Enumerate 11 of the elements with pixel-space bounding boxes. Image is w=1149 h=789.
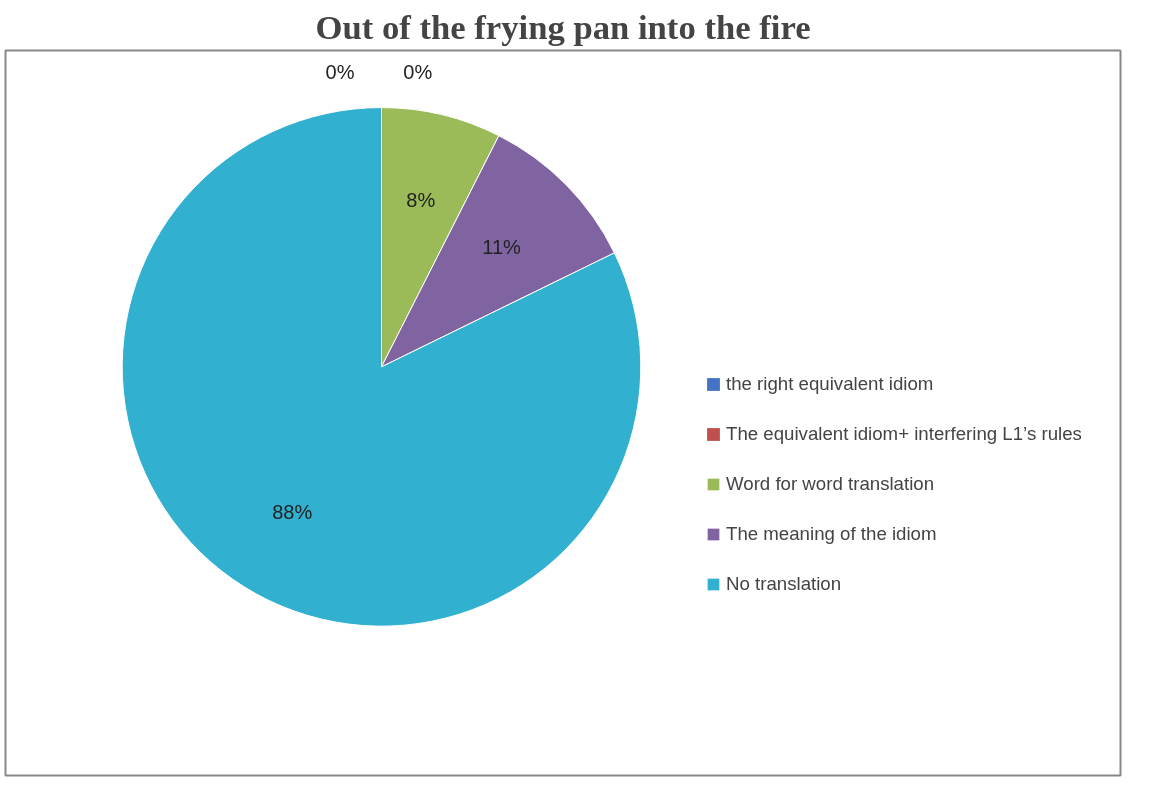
legend-label: The equivalent idiom+ interfering L1’s rules: [726, 423, 1082, 445]
chart-title: Out of the frying pan into the fire: [315, 7, 811, 46]
data-label: 11%: [482, 235, 522, 258]
data-label: 88%: [272, 501, 313, 524]
legend-label: No translation: [726, 573, 842, 595]
legend-label: The meaning of the idiom: [726, 523, 937, 545]
text: 0%: [403, 60, 433, 83]
text: 0%: [325, 60, 355, 83]
data-label: 8%: [406, 189, 436, 212]
legend-label: Word for word translation: [726, 473, 935, 495]
legend-label: the right equivalent idiom: [726, 373, 934, 395]
